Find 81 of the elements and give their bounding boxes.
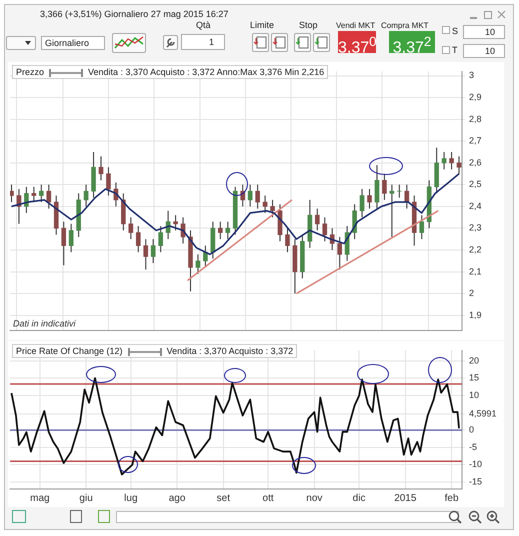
candlestick <box>314 208 320 231</box>
x-tick-label: nov <box>306 492 322 504</box>
x-tick-label: lug <box>124 492 138 504</box>
x-tick-label: ago <box>168 492 186 504</box>
y-tick-label: 10 <box>469 390 480 400</box>
candlestick <box>367 188 372 210</box>
x-tick-label: mag <box>30 492 50 504</box>
y-tick-label: 2,1 <box>469 266 482 276</box>
candlestick <box>285 228 290 253</box>
candlestick <box>270 199 275 218</box>
candlestick <box>150 238 156 264</box>
candlestick <box>218 221 223 240</box>
candlestick <box>61 221 66 266</box>
text: 3,37$^{2}$ <box>392 33 432 56</box>
candlestick <box>106 166 111 196</box>
y-tick-label: 3 <box>469 70 474 80</box>
text: 1 <box>181 34 225 50</box>
y-tick-label: -10 <box>469 459 482 470</box>
x-tick-label: 2015 <box>394 492 417 504</box>
candlestick <box>248 184 252 207</box>
chart-title: Prezzo <box>16 67 44 77</box>
y-tick-label: 2,3 <box>469 222 482 233</box>
candlestick <box>68 223 74 253</box>
candlestick <box>337 236 342 270</box>
y-tick-label: 2,8 <box>469 114 482 124</box>
text: Stop <box>299 20 318 30</box>
y-tick-label: 2,4 <box>469 200 482 211</box>
candlestick <box>32 186 36 203</box>
candlestick <box>382 173 387 200</box>
y-tick-label: 1,9 <box>469 310 482 320</box>
candlestick <box>46 184 52 210</box>
candlestick <box>196 254 200 274</box>
candlestick <box>225 221 230 240</box>
y-tick-label: 15 <box>469 372 480 383</box>
text: 3,366 (+3,51%) Giornaliero 27 mag 2015 16:27 <box>40 9 228 19</box>
y-tick-label: -5 <box>469 442 478 452</box>
candlestick <box>143 238 148 270</box>
text: Vendi MKT <box>336 21 376 30</box>
y-tick-label: 20 <box>469 355 480 366</box>
candlestick <box>136 226 141 253</box>
text: S <box>452 26 458 36</box>
text: Compra MKT <box>381 21 429 30</box>
candlestick <box>255 184 260 210</box>
candlestick <box>442 151 446 170</box>
candlestick <box>128 216 134 240</box>
x-tick-label: dic <box>352 492 366 504</box>
x-tick-label: feb <box>444 492 459 504</box>
y-tick-label: 0 <box>469 424 474 435</box>
y-tick-label: 2 <box>469 288 474 298</box>
candlestick <box>419 214 424 240</box>
chart-title: Price Rate Of Change (12) <box>16 346 123 356</box>
y-tick-label: 2,9 <box>469 92 482 102</box>
candlestick <box>10 184 14 203</box>
y-tick-label: 2,2 <box>469 244 482 254</box>
y-tick-label: 4,5991 <box>469 408 497 419</box>
annotation: Dati in indicativi <box>13 318 77 329</box>
candlestick <box>449 151 454 170</box>
y-tick-label: 2,5 <box>469 179 482 190</box>
chart-subtitle: Vendita : 3,370 Acquisto : 3,372 Anno:Max 3,376 Min 2,216 <box>88 67 324 77</box>
candlestick <box>360 188 364 218</box>
x-tick-label: set <box>216 492 230 504</box>
y-tick-label: -15 <box>469 476 482 487</box>
candlestick <box>158 226 163 253</box>
candlestick <box>374 164 380 210</box>
text: T <box>452 45 458 55</box>
text: Qtà <box>196 20 211 30</box>
candlestick <box>322 216 328 242</box>
y-tick-label: 2,7 <box>469 136 482 146</box>
x-tick-label: ott <box>262 492 274 504</box>
candlestick <box>98 156 104 181</box>
text: Giornaliero <box>41 36 105 50</box>
candlestick <box>262 195 268 214</box>
x-tick-label: giu <box>79 492 93 504</box>
candlestick <box>84 184 88 207</box>
candlestick <box>456 156 462 174</box>
candlestick <box>16 188 22 224</box>
candlestick <box>38 184 44 203</box>
text: 3,37$^{0}$ <box>338 33 377 56</box>
text: Limite <box>250 20 274 30</box>
chart-subtitle: Vendita : 3,370 Acquisto : 3,372 <box>166 346 294 356</box>
y-tick-label: 2,6 <box>469 157 482 168</box>
